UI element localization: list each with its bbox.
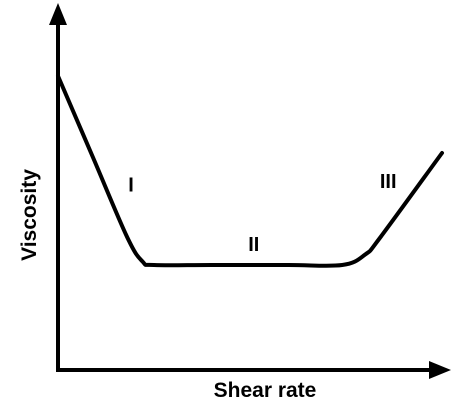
region-label-3: III bbox=[380, 171, 397, 193]
y-axis-label: Viscosity bbox=[18, 169, 41, 261]
x-axis-label: Shear rate bbox=[214, 379, 317, 402]
x-axis-arrow bbox=[429, 361, 451, 379]
viscosity-curve bbox=[56, 74, 444, 268]
y-axis-arrow bbox=[49, 3, 67, 25]
region-label-1: I bbox=[128, 175, 134, 197]
region-label-2: II bbox=[248, 234, 259, 256]
